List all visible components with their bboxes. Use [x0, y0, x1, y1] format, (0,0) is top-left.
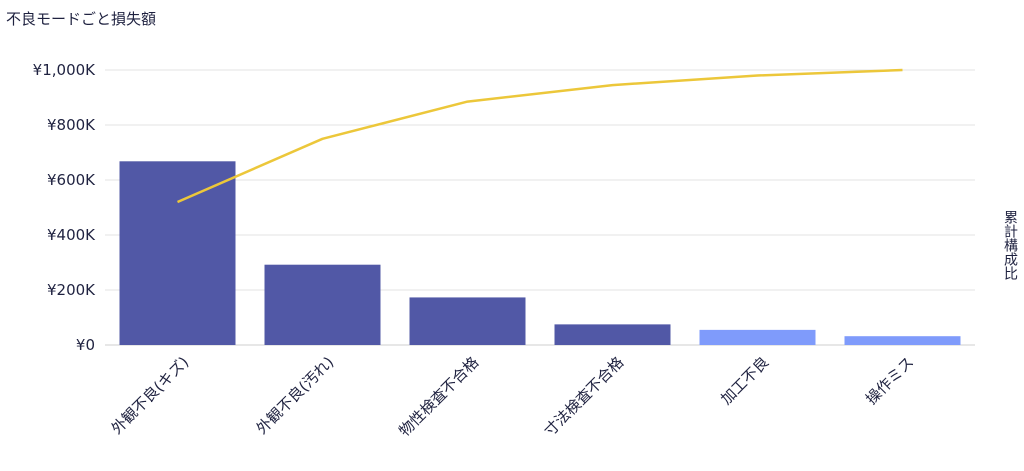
x-tick-label: 外観不良(汚れ) [253, 353, 338, 438]
x-tick-label: 物性検査不合格 [395, 353, 482, 440]
bar [410, 297, 526, 345]
y-tick-label: ¥0 [76, 336, 95, 354]
y-tick-label: ¥200K [47, 281, 96, 299]
bar [120, 161, 236, 345]
bar [555, 324, 671, 345]
x-tick-label: 外観不良(キズ) [108, 353, 193, 438]
y-tick-label: ¥800K [47, 116, 96, 134]
x-tick-label: 寸法検査不合格 [540, 353, 627, 440]
cumulative-line [178, 70, 903, 202]
bar [265, 265, 381, 345]
bar [700, 330, 816, 345]
y-tick-label: ¥1,000K [33, 61, 96, 79]
x-tick-label: 加工不良 [717, 353, 772, 408]
y-tick-label: ¥600K [47, 171, 96, 189]
bar [845, 336, 961, 345]
x-tick-label: 操作ミス [862, 353, 917, 408]
y-tick-label: ¥400K [47, 226, 96, 244]
